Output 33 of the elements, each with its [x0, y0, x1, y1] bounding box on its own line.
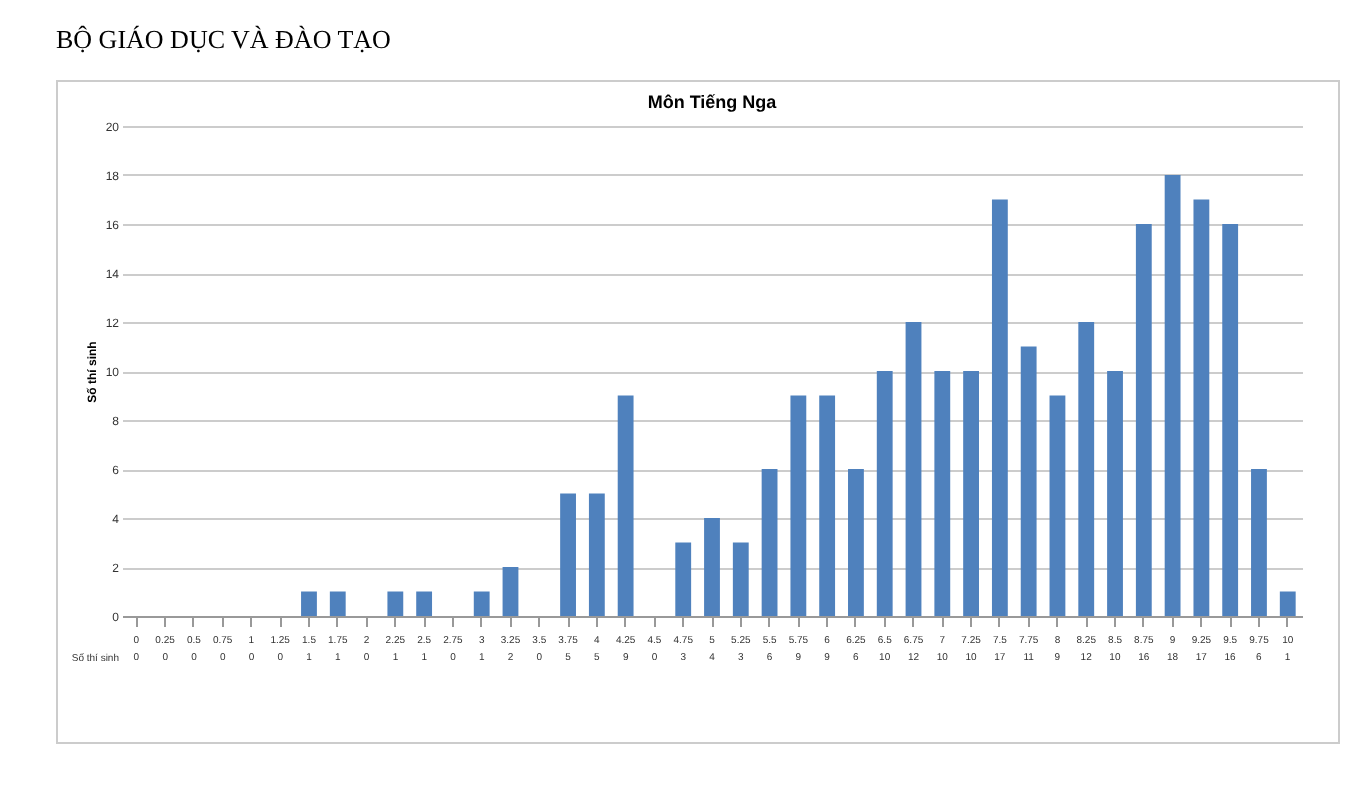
- bar: [1164, 175, 1181, 616]
- bar: [1135, 224, 1152, 616]
- bar: [387, 591, 404, 616]
- bar: [848, 469, 864, 616]
- bar: [905, 322, 922, 616]
- bar: [588, 493, 605, 616]
- bar: [1049, 395, 1066, 616]
- bar: [1078, 322, 1095, 616]
- bar: [963, 371, 979, 616]
- bar: [1279, 591, 1296, 616]
- bar: [1107, 371, 1123, 616]
- bar: [819, 395, 836, 616]
- bar: [473, 591, 490, 616]
- bar: [876, 371, 893, 616]
- bar: [502, 567, 519, 616]
- bar: [732, 542, 749, 616]
- bar: [991, 199, 1008, 616]
- bar: [1251, 469, 1267, 616]
- bar: [790, 395, 807, 616]
- bar: [704, 518, 720, 616]
- bar: [1222, 224, 1239, 616]
- bar: [1193, 199, 1210, 616]
- bar: [934, 371, 951, 616]
- bar: [329, 591, 346, 616]
- bar: [1020, 346, 1037, 616]
- bar: [301, 591, 317, 616]
- bar: [416, 591, 433, 616]
- chart-title: BỘ GIÁO DỤC VÀ ĐÀO TẠO: [56, 24, 391, 56]
- bar: [560, 493, 576, 616]
- chart-subtitle: Môn Tiếng Nga: [647, 92, 779, 112]
- bar: [761, 469, 778, 616]
- bar: [617, 395, 634, 616]
- bar: [675, 542, 692, 616]
